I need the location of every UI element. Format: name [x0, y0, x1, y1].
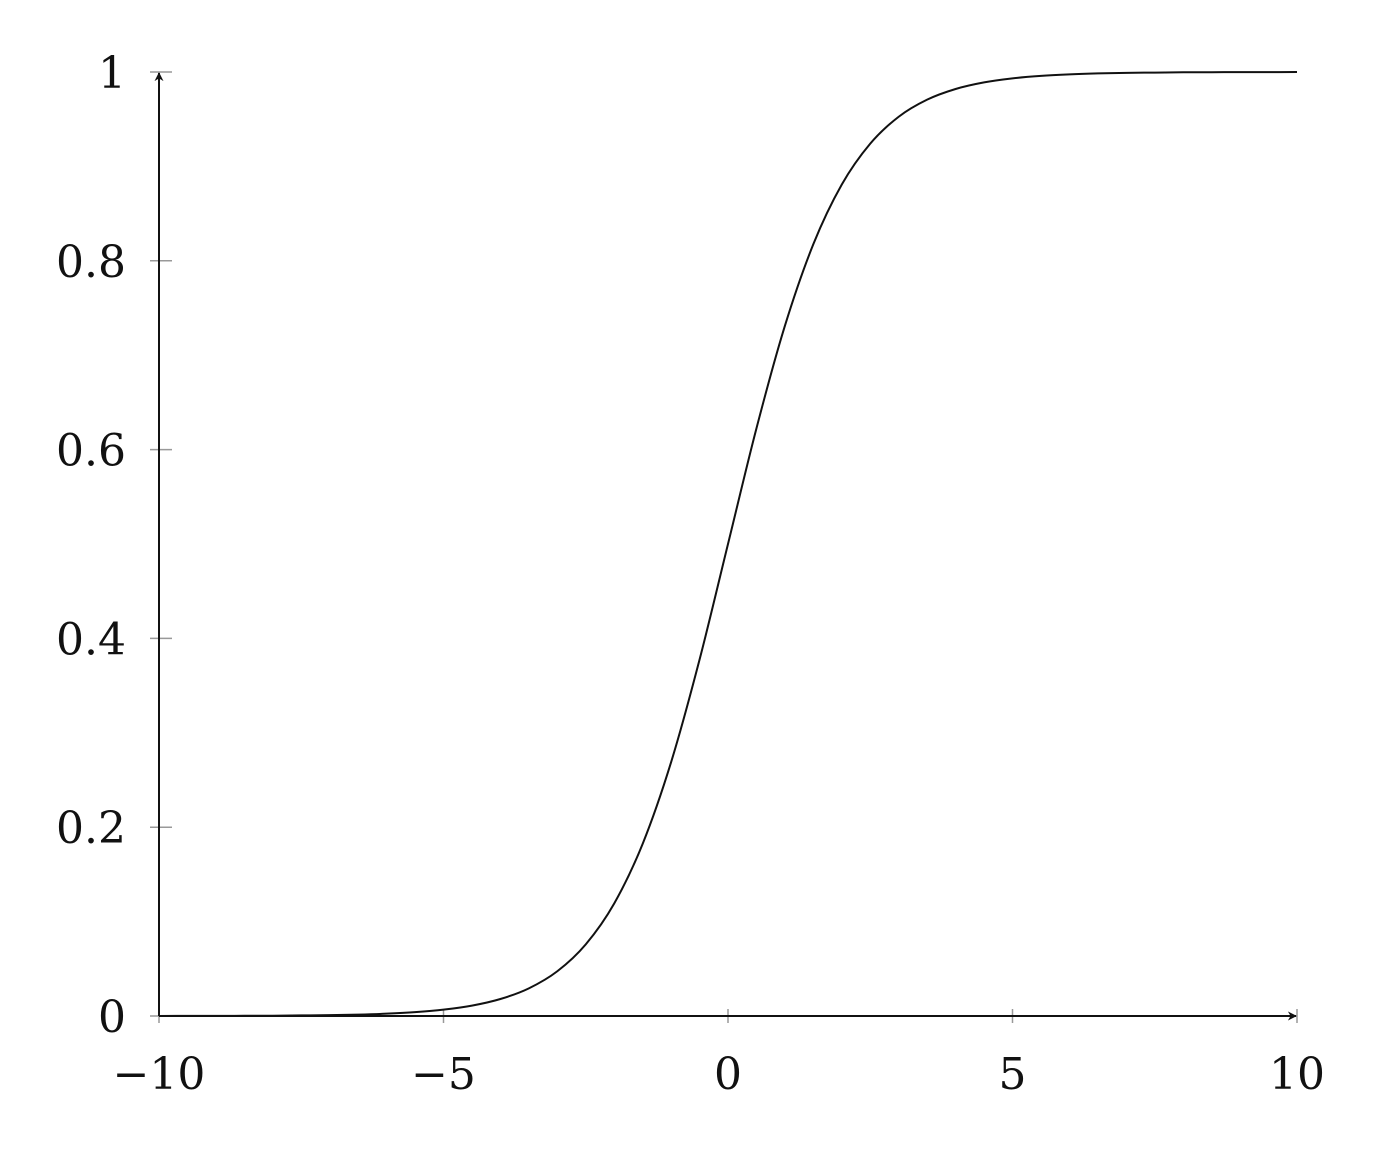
sigmoid-curve	[158, 71, 1298, 1017]
x-tick-label: 0	[714, 1049, 742, 1100]
y-tick-label: 0.6	[56, 426, 126, 477]
x-tick-label: −10	[113, 1049, 206, 1100]
y-tick-label: 0.2	[56, 803, 126, 854]
y-tick-label: 0.4	[56, 614, 126, 665]
y-tick-label: 0	[98, 992, 126, 1043]
y-tick-label: 0.8	[56, 237, 126, 288]
x-tick-label: 10	[1269, 1049, 1325, 1100]
x-tick-label: −5	[411, 1049, 476, 1100]
x-tick-label: 5	[999, 1049, 1027, 1100]
y-tick-label: 1	[98, 48, 126, 99]
